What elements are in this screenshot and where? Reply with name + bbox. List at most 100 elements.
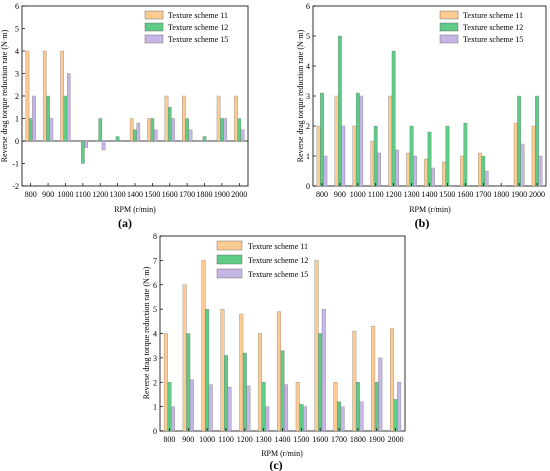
bar-c-1200-s0 xyxy=(239,313,244,432)
bar-c-1600-s0 xyxy=(314,260,319,432)
bar-a-1100-s2 xyxy=(84,140,88,148)
bar-a-800-s1 xyxy=(28,118,33,142)
bar-b-800-s0 xyxy=(316,125,321,187)
bar-c-1100-s2 xyxy=(227,386,232,432)
bar-a-1900-s1 xyxy=(220,118,224,142)
bar-b-800-s1 xyxy=(320,92,324,187)
legend-c: Texture scheme 11 Texture scheme 12 Text… xyxy=(216,240,308,279)
x-tick-label-b-5: 1300 xyxy=(404,190,420,199)
bar-c-800-s2 xyxy=(171,406,175,432)
bar-b-1500-s0 xyxy=(442,161,446,187)
bars-b xyxy=(316,35,543,187)
x-tick-label-b-1: 900 xyxy=(334,190,346,199)
bar-c-900-s2 xyxy=(189,379,194,432)
bar-a-2000-s0 xyxy=(234,95,238,142)
legend-label-a-2: Texture scheme 15 xyxy=(168,35,228,44)
x-tick-label-c-2: 1000 xyxy=(199,435,215,444)
y-tick-label-c-8: 8 xyxy=(153,232,157,241)
bar-a-1400-s0 xyxy=(129,118,134,142)
bar-b-1200-s2 xyxy=(395,149,399,187)
y-tick-label-a-7: 5 xyxy=(15,25,19,34)
legend-swatch-b-1 xyxy=(439,22,459,32)
x-tick-label-c-4: 1200 xyxy=(237,435,253,444)
bar-b-1900-s0 xyxy=(513,122,518,187)
x-tick-label-b-3: 1100 xyxy=(368,190,384,199)
y-tick-label-c-4: 4 xyxy=(153,330,157,339)
y-tick-label-c-5: 5 xyxy=(153,305,157,314)
chart-c: Reverse drag torque reduction rate (N·m)… xyxy=(142,232,406,471)
bar-c-1900-s1 xyxy=(374,382,379,432)
legend-label-c-1: Texture scheme 12 xyxy=(248,256,308,265)
bar-b-2000-s1 xyxy=(535,95,539,187)
bar-a-1100-s1 xyxy=(81,140,85,164)
bar-a-1500-s1 xyxy=(150,118,155,142)
y-axis-label-c: Reverse drag torque reduction rate (N·m) xyxy=(142,266,151,399)
bar-c-1900-s0 xyxy=(371,326,376,432)
bar-c-1700-s1 xyxy=(337,401,341,432)
legend-swatch-a-2 xyxy=(144,34,164,44)
bar-c-1000-s1 xyxy=(205,308,210,432)
bar-c-1500-s2 xyxy=(302,406,307,432)
bar-b-900-s1 xyxy=(338,35,342,187)
legend-label-c-0: Texture scheme 11 xyxy=(248,242,308,251)
bar-c-1000-s0 xyxy=(201,260,206,432)
bar-c-1600-s1 xyxy=(318,333,323,432)
legend-label-a-1: Texture scheme 12 xyxy=(168,23,228,32)
bar-b-1900-s2 xyxy=(520,143,525,187)
bar-a-1400-s2 xyxy=(136,122,141,142)
x-tick-label-c-8: 1600 xyxy=(312,435,328,444)
bar-c-1700-s0 xyxy=(333,382,338,432)
bar-a-1700-s1 xyxy=(185,118,189,142)
bar-b-1200-s1 xyxy=(391,50,396,187)
bar-b-1500-s1 xyxy=(445,125,450,187)
x-tick-label-c-7: 1500 xyxy=(293,435,309,444)
legend-swatch-b-0 xyxy=(439,10,459,20)
y-tick-label-a-0: -2 xyxy=(12,182,19,191)
bars-c xyxy=(163,260,402,432)
legend-swatch-b-2 xyxy=(439,34,459,44)
y-tick-label-c-3: 3 xyxy=(153,354,157,363)
legend-label-b-0: Texture scheme 11 xyxy=(463,11,523,20)
legend-swatch-c-1 xyxy=(216,254,243,265)
y-tick-label-a-6: 4 xyxy=(15,47,19,56)
y-tick-label-a-3: 1 xyxy=(15,115,19,124)
x-tick-label-c-11: 1900 xyxy=(369,435,385,444)
bar-b-1700-s1 xyxy=(481,155,486,187)
y-tick-label-b-2: 2 xyxy=(306,122,310,131)
x-tick-label-a-2: 1000 xyxy=(57,190,73,199)
bar-b-1600-s0 xyxy=(460,155,464,187)
x-tick-label-a-7: 1500 xyxy=(144,190,160,199)
x-tick-label-a-6: 1400 xyxy=(127,190,143,199)
bar-a-1400-s1 xyxy=(133,129,137,142)
y-tick-label-b-0: 0 xyxy=(306,182,310,191)
x-tick-label-a-5: 1300 xyxy=(110,190,126,199)
x-tick-label-a-8: 1600 xyxy=(162,190,178,199)
bar-b-1100-s2 xyxy=(377,152,381,187)
bar-b-1600-s1 xyxy=(463,122,468,187)
chart-a: Reverse drag torque reduction rate (N·m)… xyxy=(0,2,249,230)
bar-c-800-s0 xyxy=(163,333,168,432)
bar-a-1000-s1 xyxy=(63,95,68,142)
x-tick-label-b-9: 1700 xyxy=(475,190,491,199)
panel-label-a: (a) xyxy=(118,216,132,230)
x-tick-label-c-5: 1300 xyxy=(256,435,272,444)
x-tick-label-b-11: 1900 xyxy=(511,190,527,199)
legend-swatch-a-1 xyxy=(144,22,164,32)
legend-label-c-2: Texture scheme 15 xyxy=(248,270,308,279)
bar-a-900-s0 xyxy=(42,50,47,142)
bar-c-1400-s0 xyxy=(276,311,281,432)
bar-b-1000-s2 xyxy=(359,95,364,187)
x-tick-label-b-2: 1000 xyxy=(350,190,366,199)
bar-b-1100-s1 xyxy=(373,125,378,187)
bar-a-900-s2 xyxy=(49,118,54,142)
bar-c-1800-s0 xyxy=(352,330,357,432)
bar-b-1000-s0 xyxy=(352,125,357,187)
y-tick-label-b-6: 6 xyxy=(306,2,310,11)
bar-b-1200-s0 xyxy=(388,95,393,187)
bar-c-1400-s2 xyxy=(284,384,289,432)
legend-swatch-c-2 xyxy=(216,268,243,279)
bar-c-1200-s2 xyxy=(246,385,251,432)
bar-a-1700-s2 xyxy=(188,129,193,142)
bar-b-900-s2 xyxy=(341,125,346,187)
y-tick-label-c-0: 0 xyxy=(153,427,157,436)
